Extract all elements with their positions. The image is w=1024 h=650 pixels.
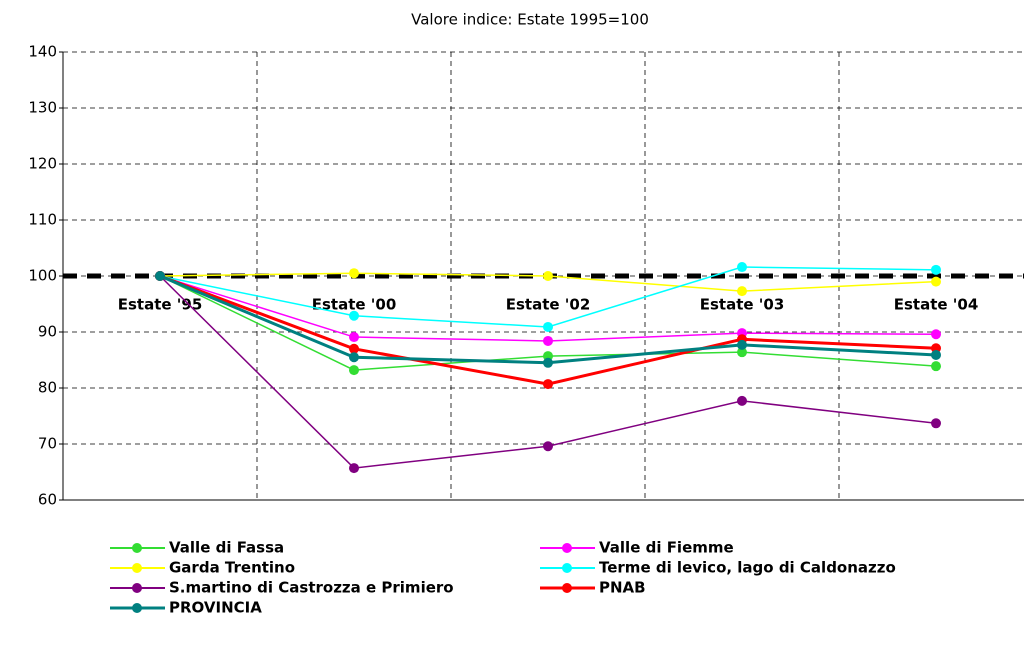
marker [737,395,747,406]
x-tick-label: Estate '03 [700,296,785,314]
marker [737,347,747,358]
marker [349,310,359,321]
marker [349,268,359,279]
marker [543,379,553,390]
y-tick-label: 100 [28,267,57,285]
marker [543,357,553,368]
legend-marker [562,583,572,593]
chart-title: Valore indice: Estate 1995=100 [411,11,649,29]
x-tick-label: Estate '04 [894,296,979,314]
marker [543,271,553,281]
marker [543,335,553,346]
marker [349,365,359,376]
y-tick-label: 90 [38,323,57,341]
marker [931,349,941,360]
legend-label: Valle di Fiemme [599,539,734,557]
marker [931,418,941,429]
y-tick-label: 70 [38,435,57,453]
y-tick-label: 110 [28,211,57,229]
legend-label: S.martino di Castrozza e Primiero [169,579,454,597]
marker [931,329,941,340]
legend-label: Terme di levico, lago di Caldonazzo [599,559,896,577]
marker [737,262,747,273]
legend-marker [562,543,572,553]
legend-marker [132,583,142,593]
y-tick-label: 140 [28,43,57,61]
marker [349,352,359,363]
marker [349,332,359,343]
x-tick-label: Estate '00 [312,296,397,314]
x-tick-label: Estate '95 [118,296,203,314]
legend-marker [132,563,142,573]
legend-label: Valle di Fassa [169,539,284,557]
legend-label: PNAB [599,579,646,597]
marker [737,286,747,297]
legend-marker [562,563,572,573]
marker [931,276,941,287]
marker [543,321,553,332]
marker [155,271,165,281]
legend-label: PROVINCIA [169,599,262,617]
y-tick-label: 120 [28,155,57,173]
marker [931,264,941,275]
y-tick-label: 130 [28,99,57,117]
x-tick-label: Estate '02 [506,296,591,314]
marker [931,361,941,372]
legend-marker [132,543,142,553]
marker [349,463,359,474]
legend-marker [132,603,142,613]
marker [543,441,553,452]
y-tick-label: 80 [38,379,57,397]
legend-label: Garda Trentino [169,559,295,577]
marker [349,343,359,354]
y-tick-label: 60 [38,491,57,509]
marker [737,339,747,350]
